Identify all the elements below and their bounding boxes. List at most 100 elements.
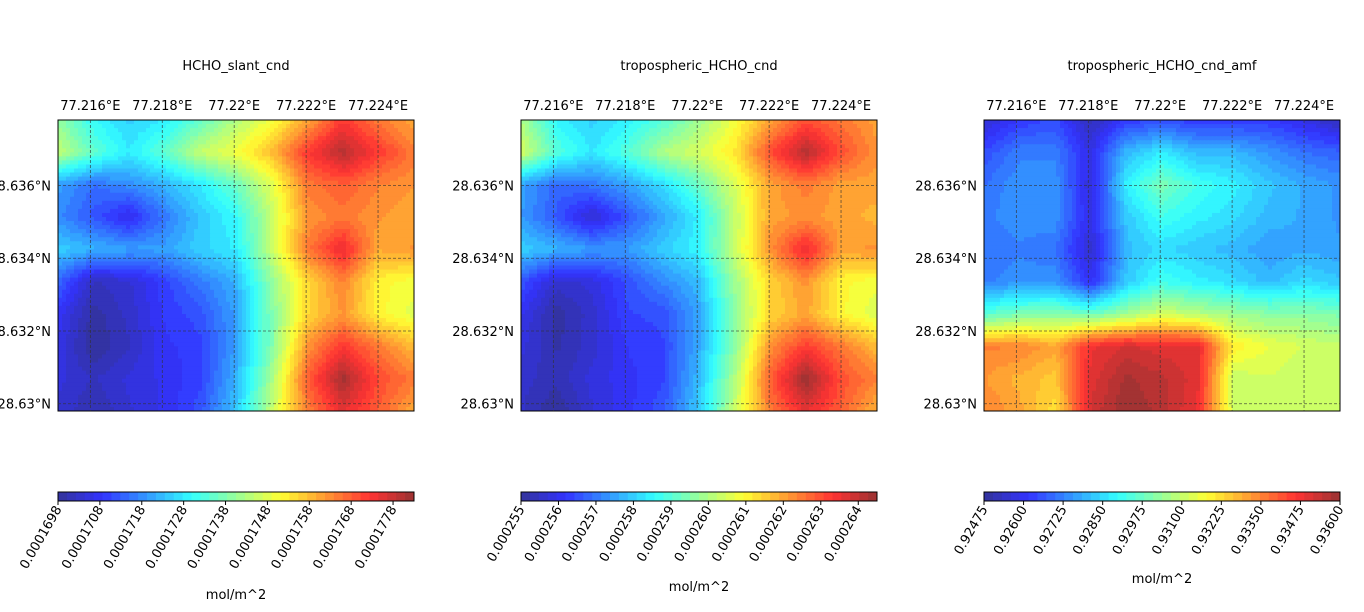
contour-cell	[130, 261, 135, 267]
contour-cell	[102, 305, 107, 311]
contour-cell	[170, 217, 175, 222]
contour-cell	[106, 301, 111, 307]
contour-cell	[170, 188, 175, 194]
contour-cell	[106, 152, 111, 157]
contour-cell	[86, 346, 91, 351]
contour-cell	[182, 120, 187, 125]
contour-cell	[322, 249, 327, 254]
contour-cell	[286, 148, 291, 153]
contour-cell	[130, 152, 135, 157]
contour-cell	[198, 200, 203, 206]
contour-cell	[190, 281, 195, 287]
contour-cell	[266, 241, 271, 246]
contour-cell	[218, 338, 223, 343]
contour-cell	[218, 148, 223, 153]
contour-cell	[290, 128, 295, 133]
contour-cell	[194, 204, 199, 210]
contour-cell	[410, 334, 414, 339]
contour-cell	[334, 192, 339, 198]
contour-cell	[346, 322, 351, 327]
contour-cell	[110, 172, 115, 178]
contour-cell	[342, 200, 347, 206]
contour-cell	[242, 212, 247, 218]
contour-cell	[122, 180, 127, 186]
contour-cell	[66, 124, 71, 129]
contour-cell	[306, 217, 311, 222]
contour-cell	[266, 172, 271, 178]
contour-cell	[382, 309, 387, 315]
contour-cell	[146, 342, 151, 347]
contour-cell	[58, 229, 63, 234]
contour-cell	[322, 208, 327, 214]
contour-cell	[378, 318, 383, 323]
contour-cell	[374, 338, 379, 343]
contour-cell	[374, 245, 379, 250]
contour-cell	[146, 277, 151, 283]
contour-cell	[278, 136, 283, 141]
contour-cell	[282, 241, 287, 246]
contour-cell	[266, 176, 271, 182]
contour-cell	[242, 124, 247, 129]
contour-cell	[354, 192, 359, 198]
contour-cell	[106, 136, 111, 141]
contour-cell	[70, 289, 75, 295]
contour-cell	[110, 225, 115, 230]
contour-cell	[314, 221, 319, 226]
contour-cell	[394, 221, 399, 226]
contour-cell	[258, 342, 263, 347]
contour-cell	[242, 128, 247, 133]
contour-cell	[218, 132, 223, 137]
contour-cell	[154, 249, 159, 254]
contour-cell	[110, 285, 115, 291]
contour-cell	[126, 180, 131, 186]
contour-cell	[346, 208, 351, 214]
contour-cell	[374, 318, 379, 323]
contour-cell	[282, 257, 287, 263]
contour-cell	[214, 140, 219, 145]
contour-cell	[326, 253, 331, 259]
contour-cell	[190, 156, 195, 162]
contour-cell	[198, 124, 203, 129]
contour-cell	[314, 212, 319, 218]
contour-cell	[334, 152, 339, 157]
contour-cell	[138, 285, 143, 291]
contour-cell	[334, 314, 339, 319]
contour-cell	[342, 318, 347, 323]
contour-cell	[282, 309, 287, 315]
contour-cell	[58, 152, 63, 157]
contour-cell	[298, 164, 303, 170]
contour-cell	[258, 326, 263, 331]
contour-cell	[74, 148, 79, 153]
contour-cell	[310, 241, 315, 246]
contour-cell	[270, 229, 275, 234]
contour-cell	[262, 208, 267, 214]
contour-cell	[330, 261, 335, 267]
contour-cell	[182, 184, 187, 190]
contour-cell	[70, 212, 75, 218]
contour-cell	[66, 237, 71, 242]
contour-cell	[222, 221, 227, 226]
contour-cell	[242, 297, 247, 303]
contour-cell	[74, 208, 79, 214]
contour-cell	[394, 293, 399, 299]
contour-cell	[154, 273, 159, 279]
contour-cell	[162, 160, 167, 166]
contour-cell	[230, 261, 235, 267]
contour-cell	[166, 140, 171, 145]
contour-cell	[210, 309, 215, 315]
contour-cell	[310, 334, 315, 339]
contour-cell	[286, 277, 291, 283]
contour-cell	[366, 269, 371, 275]
contour-cell	[394, 208, 399, 214]
contour-cell	[266, 229, 271, 234]
contour-cell	[218, 314, 223, 319]
contour-cell	[234, 318, 239, 323]
contour-cell	[390, 221, 395, 226]
contour-cell	[238, 269, 243, 275]
contour-cell	[298, 221, 303, 226]
contour-cell	[138, 172, 143, 178]
contour-cell	[186, 148, 191, 153]
contour-cell	[210, 200, 215, 206]
contour-cell	[358, 342, 363, 347]
contour-cell	[250, 241, 255, 246]
